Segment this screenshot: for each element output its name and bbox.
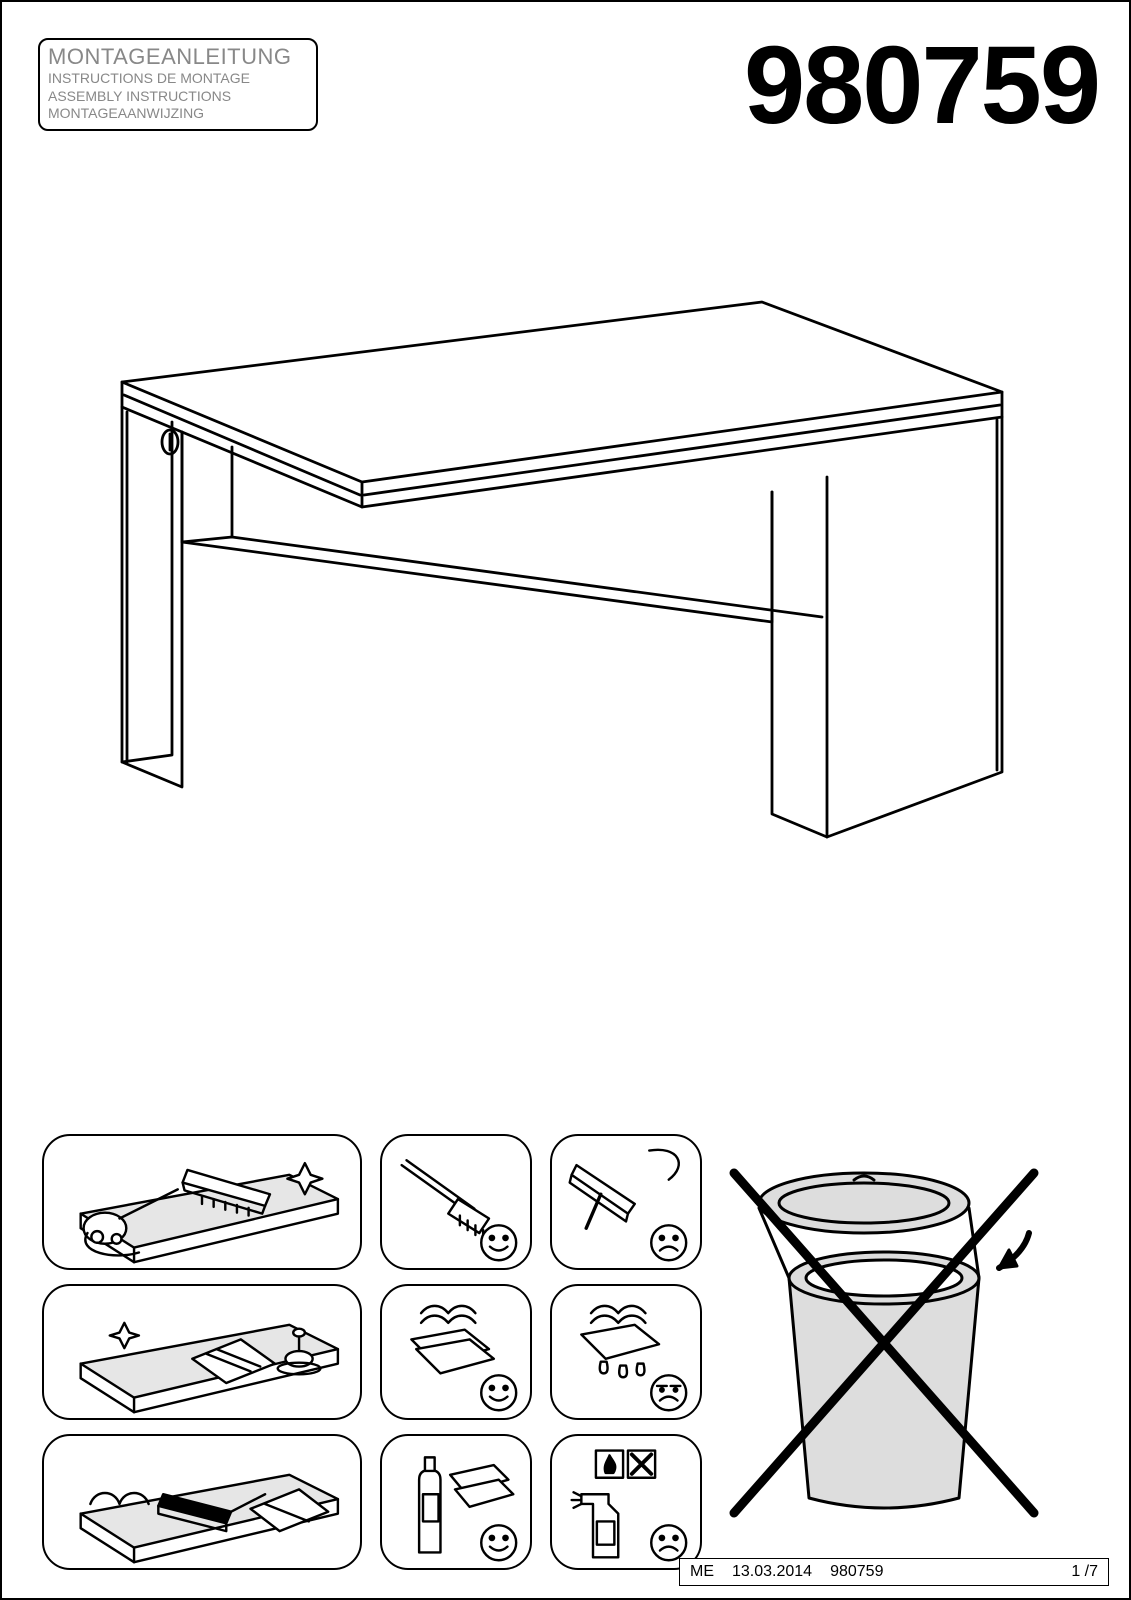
desk-diagram — [62, 262, 1062, 882]
assembly-instructions-page: MONTAGEANLEITUNG INSTRUCTIONS DE MONTAGE… — [0, 0, 1131, 1600]
no-dispose-trash-icon — [679, 1118, 1089, 1528]
care-vacuum-surface — [42, 1134, 362, 1270]
footer-page: 1 /7 — [1071, 1563, 1098, 1581]
footer-date: 13.03.2014 — [732, 1563, 812, 1581]
care-polish-surface — [42, 1434, 362, 1570]
care-col-ok — [380, 1134, 532, 1570]
footer-info-box: ME 13.03.2014 980759 1 /7 — [679, 1558, 1109, 1586]
care-brush-ok — [380, 1134, 532, 1270]
care-detergent-ok — [380, 1434, 532, 1570]
title-sub-fr: INSTRUCTIONS DE MONTAGE — [48, 70, 308, 88]
care-wipe-surface — [42, 1284, 362, 1420]
title-box: MONTAGEANLEITUNG INSTRUCTIONS DE MONTAGE… — [38, 38, 318, 131]
product-number: 980759 — [744, 22, 1099, 149]
footer-product: 980759 — [830, 1563, 883, 1581]
title-sub-nl: MONTAGEAANWIJZING — [48, 105, 308, 123]
care-cloth-dry-ok — [380, 1284, 532, 1420]
footer-code: ME — [690, 1563, 714, 1581]
care-instructions-grid — [42, 1134, 702, 1570]
title-main: MONTAGEANLEITUNG — [48, 44, 308, 70]
title-sub-en: ASSEMBLY INSTRUCTIONS — [48, 88, 308, 106]
care-col-large — [42, 1134, 362, 1570]
